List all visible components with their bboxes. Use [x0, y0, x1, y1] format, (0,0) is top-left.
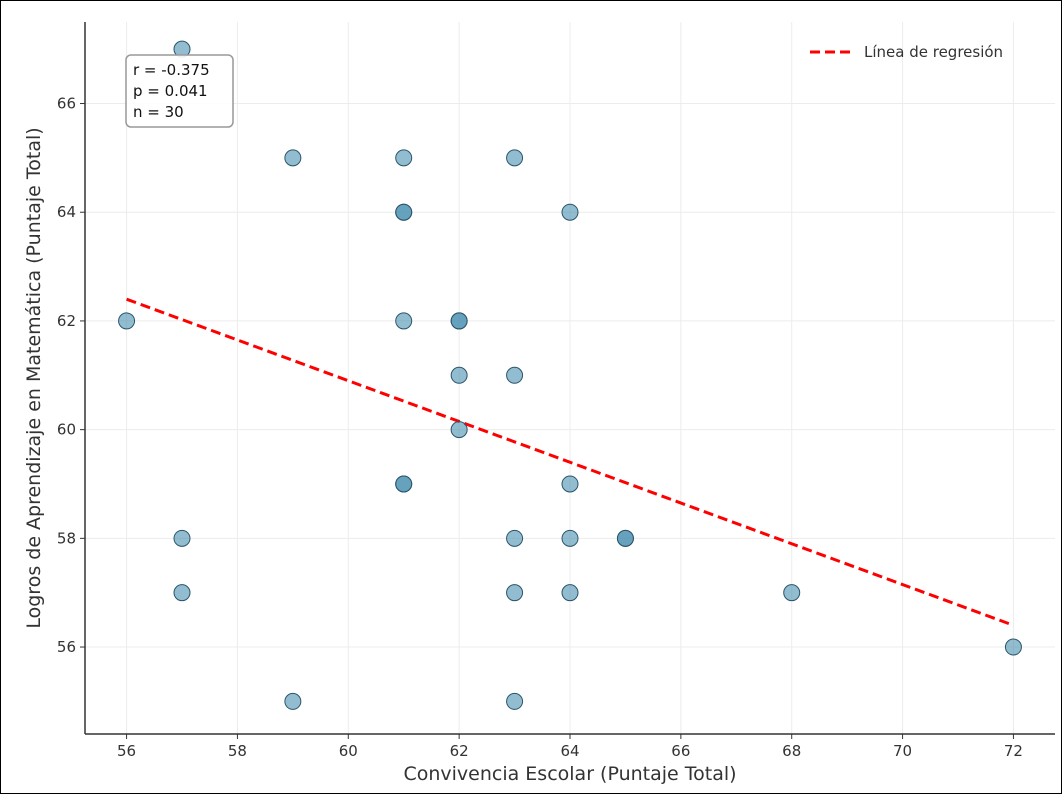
regression-line	[126, 297, 1014, 627]
x-tick-label: 60	[339, 742, 358, 760]
data-point	[395, 475, 413, 493]
data-point	[506, 529, 524, 547]
data-points	[118, 40, 1022, 710]
legend-label-regression: Línea de regresión	[864, 43, 1003, 61]
data-point	[1004, 638, 1022, 656]
data-point	[173, 584, 191, 602]
data-point	[561, 529, 579, 547]
data-point	[450, 312, 468, 330]
y-tick-label: 58	[57, 529, 76, 547]
regression-line-group	[126, 297, 1014, 627]
x-tick-label: 56	[117, 742, 136, 760]
data-point	[450, 366, 468, 384]
data-point	[395, 149, 413, 167]
x-tick-label: 68	[782, 742, 801, 760]
data-point	[173, 529, 191, 547]
x-tick-label: 64	[560, 742, 579, 760]
stats-box: r = -0.375 p = 0.041 n = 30	[125, 54, 234, 128]
y-tick-label: 62	[57, 312, 76, 330]
y-axis-title: Logros de Aprendizaje en Matemática (Pun…	[23, 127, 45, 628]
data-point	[450, 421, 468, 439]
y-tick-label: 64	[57, 203, 76, 221]
data-point	[118, 312, 136, 330]
x-tick-label: 62	[450, 742, 469, 760]
stats-n: n = 30	[133, 103, 184, 121]
data-point	[395, 312, 413, 330]
x-tick-label: 66	[671, 742, 690, 760]
data-point	[561, 203, 579, 221]
data-point	[561, 475, 579, 493]
data-point	[506, 149, 524, 167]
stats-p: p = 0.041	[133, 82, 208, 100]
data-point	[506, 366, 524, 384]
legend: Línea de regresión	[810, 43, 1003, 61]
data-point	[561, 584, 579, 602]
grid	[85, 22, 1055, 734]
stats-box-frame	[125, 54, 234, 128]
ticks: 56 58 60 62 64 66 68 70 72 56 58 60 62 64 66	[57, 95, 1023, 760]
x-tick-label: 72	[1004, 742, 1023, 760]
data-point	[783, 584, 801, 602]
x-axis-title: Convivencia Escolar (Puntaje Total)	[403, 763, 736, 785]
y-tick-label: 56	[57, 638, 76, 656]
y-tick-label: 60	[57, 421, 76, 439]
data-point	[284, 149, 302, 167]
data-point	[506, 584, 524, 602]
x-tick-label: 70	[893, 742, 912, 760]
data-point	[284, 692, 302, 710]
data-point	[506, 692, 524, 710]
data-point	[616, 529, 634, 547]
x-tick-label: 58	[228, 742, 247, 760]
data-point	[395, 203, 413, 221]
y-tick-label: 66	[57, 95, 76, 113]
stats-r: r = -0.375	[133, 61, 210, 79]
